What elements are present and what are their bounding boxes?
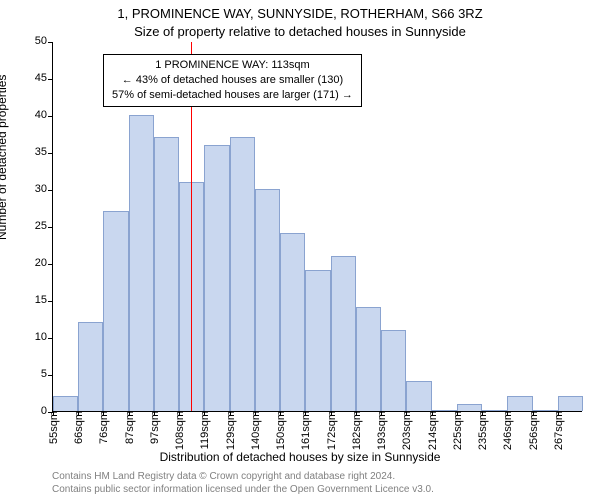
x-tick-label: 87sqm xyxy=(122,411,136,444)
bar xyxy=(305,270,330,411)
bar xyxy=(356,307,381,411)
bar xyxy=(406,381,431,411)
y-tick-label: 40 xyxy=(35,109,53,121)
bar xyxy=(204,145,229,411)
x-tick-label: 55sqm xyxy=(46,411,60,444)
bar xyxy=(154,137,179,411)
bar xyxy=(507,396,532,411)
bar xyxy=(53,396,78,411)
x-axis-label: Distribution of detached houses by size … xyxy=(0,450,600,464)
y-axis-label: Number of detached properties xyxy=(0,75,9,240)
y-tick-mark xyxy=(48,301,53,302)
y-tick-label: 20 xyxy=(35,257,53,269)
x-tick-label: 246sqm xyxy=(500,411,514,450)
y-tick-label: 5 xyxy=(41,368,53,380)
y-tick-label: 10 xyxy=(35,331,53,343)
y-tick-label: 45 xyxy=(35,72,53,84)
x-tick-label: 203sqm xyxy=(399,411,413,450)
x-tick-label: 140sqm xyxy=(248,411,262,450)
x-tick-label: 150sqm xyxy=(273,411,287,450)
bar xyxy=(280,233,305,411)
x-tick-label: 256sqm xyxy=(526,411,540,450)
y-tick-mark xyxy=(48,190,53,191)
y-tick-label: 50 xyxy=(35,35,53,47)
plot-area: 05101520253035404550 55sqm66sqm76sqm87sq… xyxy=(52,42,582,412)
y-tick-label: 35 xyxy=(35,146,53,158)
x-tick-label: 76sqm xyxy=(96,411,110,444)
y-tick-mark xyxy=(48,153,53,154)
attribution-line-2: Contains public sector information licen… xyxy=(52,484,434,497)
attribution: Contains HM Land Registry data © Crown c… xyxy=(52,471,434,496)
x-tick-label: 129sqm xyxy=(223,411,237,450)
y-tick-mark xyxy=(48,264,53,265)
x-tick-label: 267sqm xyxy=(551,411,565,450)
x-tick-label: 193sqm xyxy=(374,411,388,450)
bar xyxy=(179,182,204,411)
info-line-2: ← 43% of detached houses are smaller (13… xyxy=(112,73,353,88)
x-tick-label: 108sqm xyxy=(172,411,186,450)
info-line-1: 1 PROMINENCE WAY: 113sqm xyxy=(112,58,353,73)
bar xyxy=(103,211,128,411)
x-tick-label: 161sqm xyxy=(298,411,312,450)
bar xyxy=(255,189,280,411)
y-tick-mark xyxy=(48,79,53,80)
x-tick-label: 172sqm xyxy=(324,411,338,450)
attribution-line-1: Contains HM Land Registry data © Crown c… xyxy=(52,471,434,484)
y-tick-label: 15 xyxy=(35,294,53,306)
bar xyxy=(230,137,255,411)
y-tick-label: 30 xyxy=(35,183,53,195)
x-tick-label: 119sqm xyxy=(197,411,211,449)
x-tick-label: 182sqm xyxy=(349,411,363,450)
bar xyxy=(78,322,103,411)
info-box: 1 PROMINENCE WAY: 113sqm ← 43% of detach… xyxy=(103,54,362,107)
y-tick-mark xyxy=(48,42,53,43)
chart-container: 1, PROMINENCE WAY, SUNNYSIDE, ROTHERHAM,… xyxy=(0,0,600,500)
y-tick-mark xyxy=(48,227,53,228)
bar xyxy=(457,404,482,411)
info-line-3: 57% of semi-detached houses are larger (… xyxy=(112,88,353,103)
y-tick-mark xyxy=(48,116,53,117)
y-tick-mark xyxy=(48,338,53,339)
x-tick-label: 214sqm xyxy=(425,411,439,450)
x-tick-label: 66sqm xyxy=(71,411,85,444)
x-tick-label: 225sqm xyxy=(450,411,464,450)
bar xyxy=(558,396,583,411)
y-tick-mark xyxy=(48,375,53,376)
y-tick-label: 25 xyxy=(35,220,53,232)
bar xyxy=(129,115,154,411)
x-tick-label: 235sqm xyxy=(475,411,489,450)
title-address: 1, PROMINENCE WAY, SUNNYSIDE, ROTHERHAM,… xyxy=(0,6,600,21)
bar xyxy=(381,330,406,411)
title-subtitle: Size of property relative to detached ho… xyxy=(0,24,600,39)
bar xyxy=(331,256,356,411)
x-tick-label: 97sqm xyxy=(147,411,161,444)
